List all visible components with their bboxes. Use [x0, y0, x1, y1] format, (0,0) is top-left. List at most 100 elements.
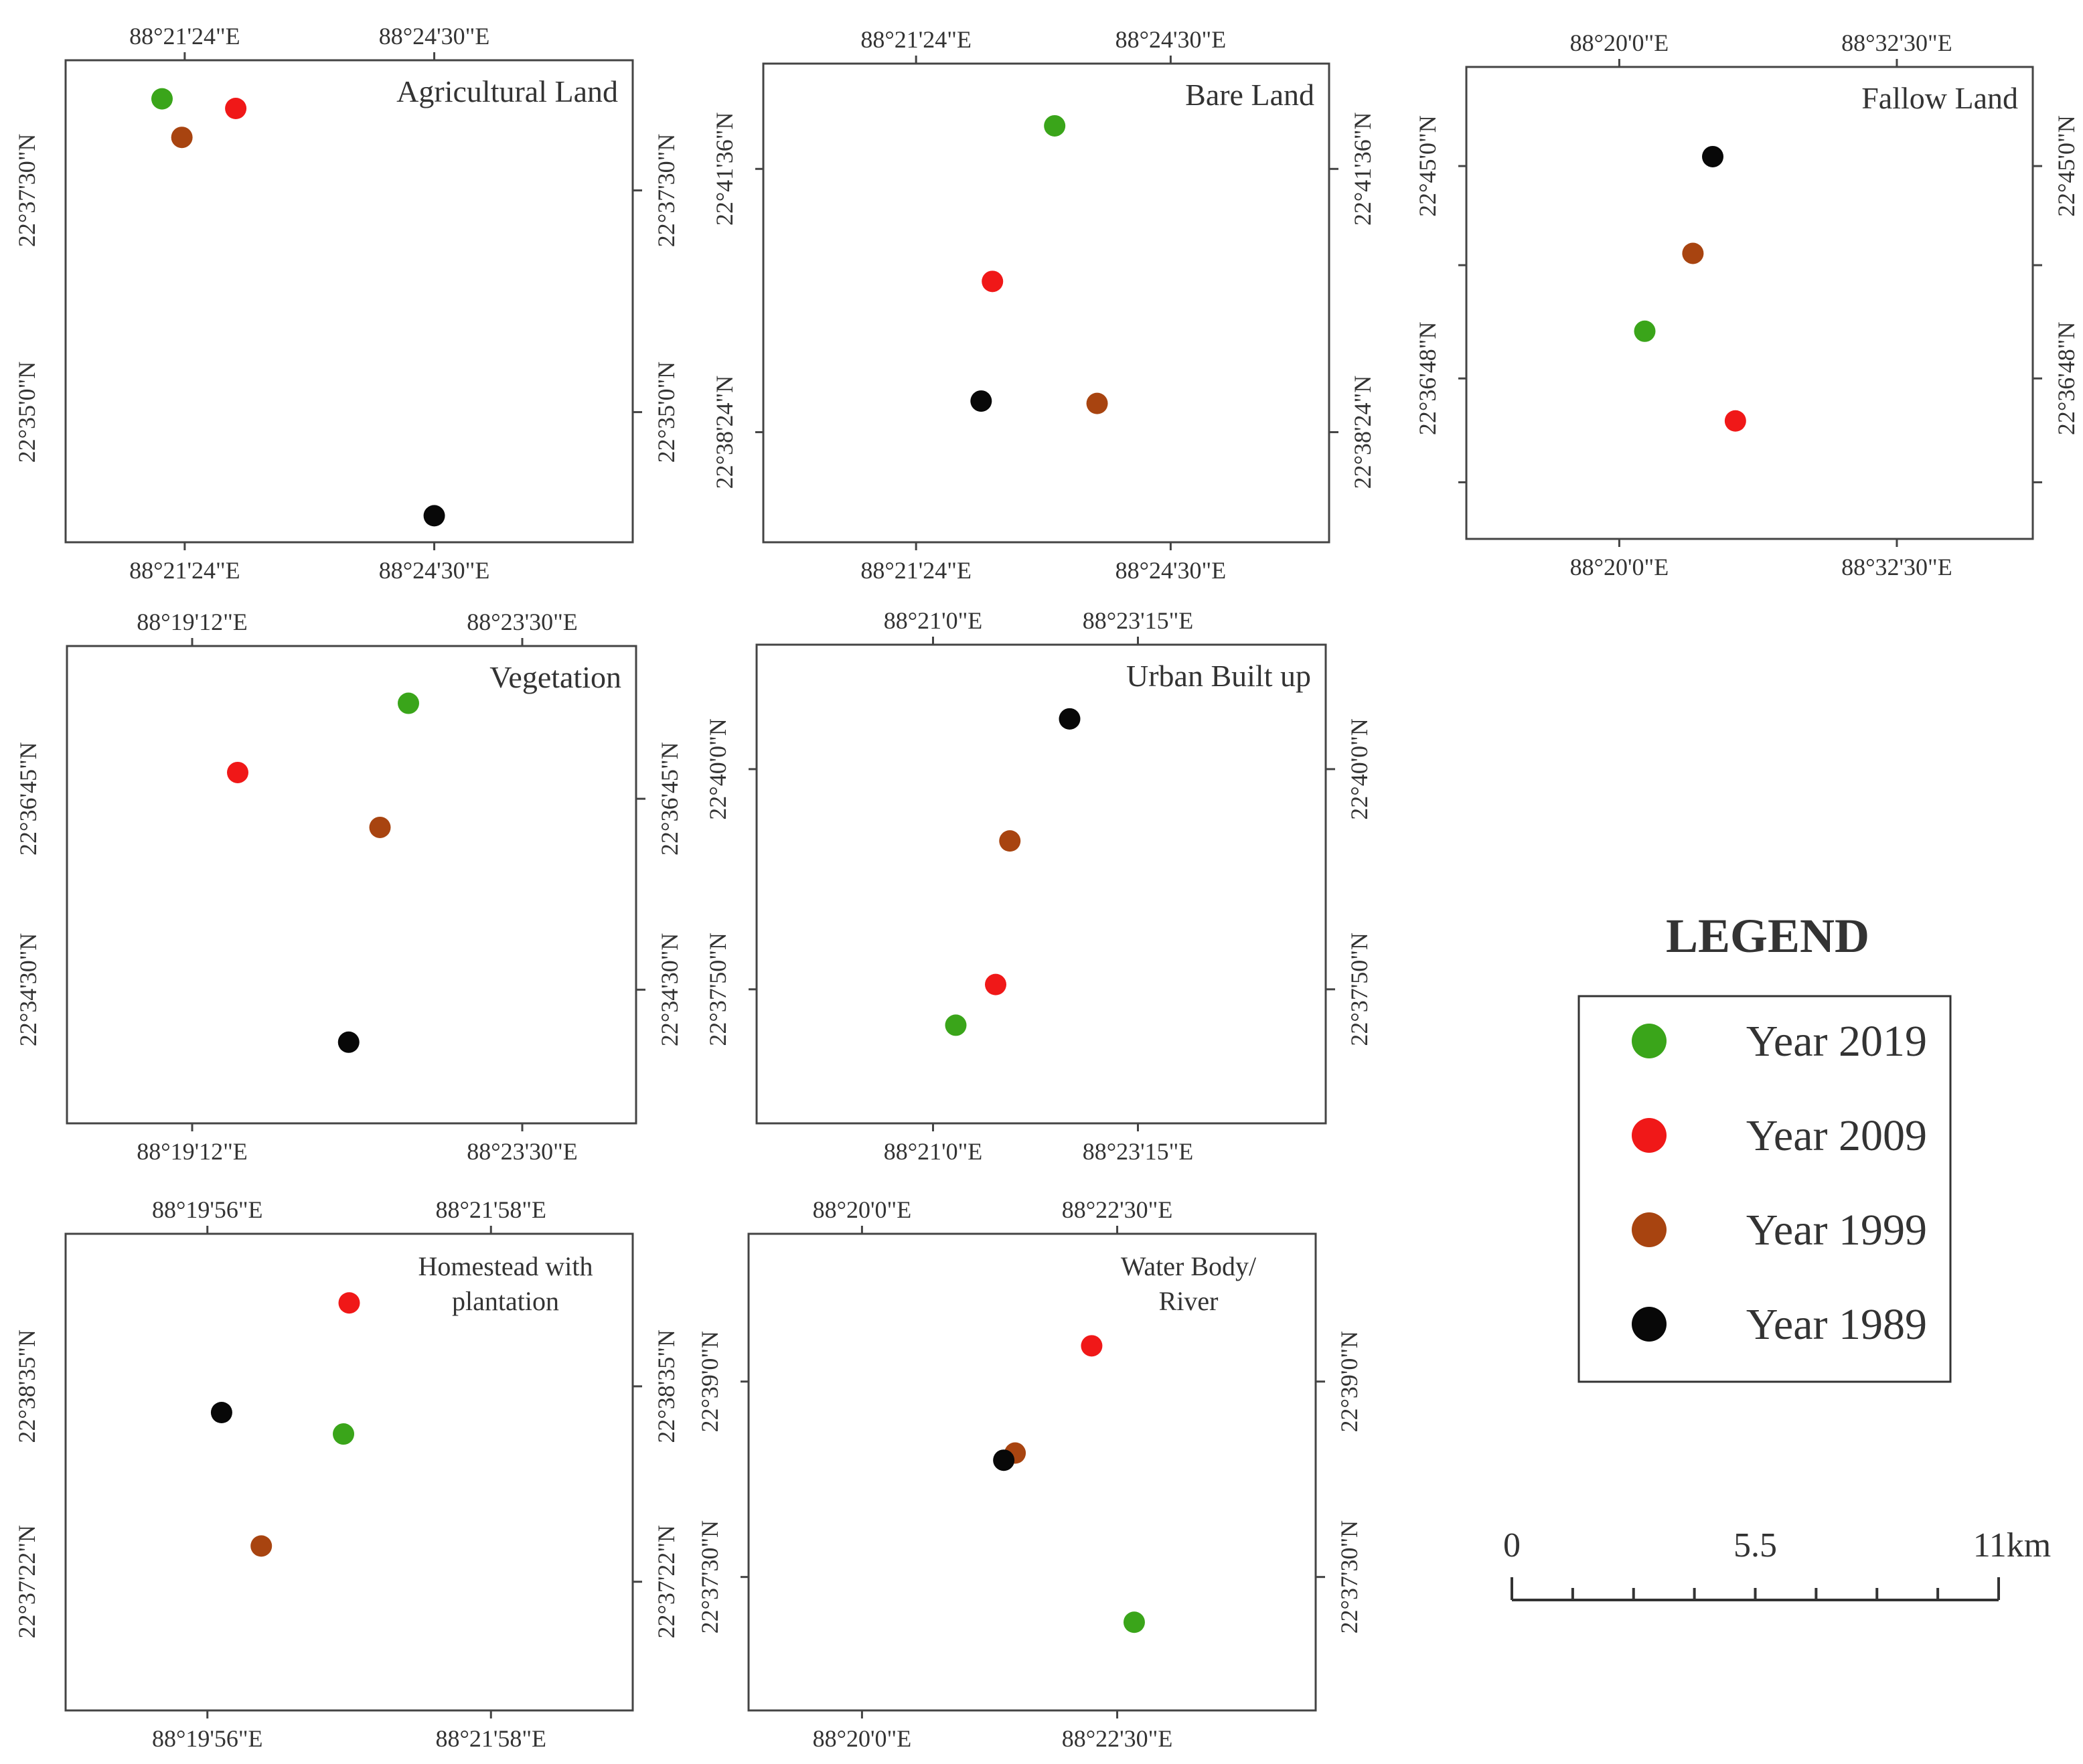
legend-label: Year 1989 [1746, 1300, 1927, 1349]
scale-bar-label: 5.5 [1733, 1526, 1777, 1565]
y-tick-label-right: 22°36'48"N [2053, 322, 2080, 436]
y-tick-label-right: 22°37'30"N [653, 134, 680, 248]
panel-frame [1465, 66, 2034, 540]
y-tick-label-right: 22°38'35"N [653, 1330, 680, 1443]
panel-title: Homestead with [418, 1251, 593, 1281]
x-tick-label-bottom: 88°19'56"E [152, 1725, 263, 1752]
x-tick-label-top: 88°21'58"E [435, 1196, 546, 1223]
y-tick-label-left: 22°36'45"N [15, 742, 42, 856]
legend-title: LEGEND [1666, 909, 1869, 963]
panel-title: River [1159, 1286, 1219, 1316]
legend-swatch [1632, 1024, 1667, 1058]
x-tick-label-bottom: 88°23'15"E [1083, 1138, 1194, 1165]
point-year-1989 [337, 1031, 360, 1053]
legend-items: Year 2019 Year 2009 Year 1999 Year 1989 [1632, 1017, 1927, 1349]
panel-fallow-land: Fallow Land 88°20'0"E 88°20'0"E 88°32'30"E 8… [1414, 29, 2080, 580]
panel-frame [755, 643, 1327, 1125]
point-year-2009 [338, 1292, 360, 1314]
y-tick-label-left: 22°38'24"N [711, 376, 738, 489]
panel-frame [747, 1232, 1317, 1712]
scale-bar-label: 11km [1973, 1526, 2052, 1565]
point-year-2009 [985, 973, 1006, 995]
x-tick-label-bottom: 88°23'30"E [467, 1138, 578, 1165]
y-tick-label-right: 22°37'50"N [1346, 933, 1373, 1046]
point-year-2009 [1081, 1335, 1103, 1357]
x-tick-label-bottom: 88°32'30"E [1841, 554, 1952, 580]
point-year-1999 [250, 1535, 273, 1557]
point-year-2019 [945, 1014, 967, 1036]
y-tick-label-right: 22°40'0"N [1346, 718, 1373, 820]
y-tick-label-left: 22°37'22"N [13, 1525, 40, 1639]
scale-bar-label: 0 [1503, 1526, 1521, 1565]
panel-vegetation: Vegetation 88°19'12"E 88°19'12"E 88°23'30"E… [15, 609, 683, 1165]
legend-label: Year 2009 [1746, 1111, 1927, 1160]
panel-urban-built-up: Urban Built up 88°21'0"E 88°21'0"E 88°23'15… [704, 607, 1373, 1165]
point-year-2019 [398, 692, 419, 714]
map-panels: Agricultural Land 88°21'24"E 88°21'24"E 88°… [13, 23, 2080, 1752]
point-year-2019 [1044, 114, 1066, 137]
x-tick-label-bottom: 88°22'30"E [1062, 1725, 1173, 1752]
point-year-1989 [970, 390, 992, 412]
y-tick-label-left: 22°37'30"N [696, 1520, 723, 1634]
point-year-1999 [369, 816, 391, 838]
point-year-1999 [171, 127, 193, 149]
point-year-1989 [1059, 708, 1081, 730]
y-tick-label-right: 22°36'45"N [656, 742, 683, 856]
point-year-2019 [333, 1423, 355, 1445]
x-tick-label-bottom: 88°24'30"E [1115, 557, 1227, 584]
point-year-1989 [423, 505, 445, 527]
x-tick-label-bottom: 88°20'0"E [813, 1725, 912, 1752]
legend-label: Year 1999 [1746, 1206, 1927, 1255]
x-tick-label-bottom: 88°19'12"E [137, 1138, 248, 1165]
y-tick-label-right: 22°38'24"N [1349, 376, 1376, 489]
panel-title: Water Body/ [1121, 1251, 1257, 1281]
x-tick-label-top: 88°22'30"E [1062, 1196, 1173, 1223]
legend-swatch [1632, 1307, 1667, 1342]
y-tick-label-left: 22°41'36"N [711, 112, 738, 226]
x-tick-label-top: 88°24'30"E [1115, 26, 1227, 53]
x-tick-label-top: 88°20'0"E [1570, 29, 1669, 56]
x-tick-label-top: 88°23'15"E [1083, 607, 1194, 634]
x-tick-label-top: 88°20'0"E [813, 1196, 912, 1223]
x-tick-label-bottom: 88°21'24"E [860, 557, 972, 584]
point-year-2009 [225, 98, 247, 119]
y-tick-label-left: 22°40'0"N [704, 718, 731, 820]
y-tick-label-left: 22°39'0"N [696, 1331, 723, 1433]
legend: LEGEND Year 2019 Year 2009 Year 1999 Year 1… [1577, 909, 1952, 1383]
y-tick-label-left: 22°34'30"N [15, 933, 42, 1047]
x-tick-label-bottom: 88°24'30"E [379, 557, 490, 584]
x-tick-label-bottom: 88°21'24"E [129, 557, 240, 584]
point-year-1999 [1086, 392, 1108, 414]
panel-agricultural-land: Agricultural Land 88°21'24"E 88°21'24"E 88°… [13, 23, 680, 584]
point-year-2009 [982, 270, 1004, 293]
y-tick-label-left: 22°35'0"N [13, 362, 40, 463]
panel-title: Agricultural Land [396, 74, 618, 108]
point-year-1999 [1682, 242, 1704, 264]
legend-item-year-2009: Year 2009 [1632, 1111, 1927, 1160]
y-tick-label-right: 22°37'30"N [1336, 1520, 1363, 1634]
panel-frame [762, 62, 1330, 544]
x-tick-label-bottom: 88°21'0"E [884, 1138, 983, 1165]
panel-water-body-river: Water Body/River 88°20'0"E 88°20'0"E 88°22'… [696, 1196, 1363, 1752]
y-tick-label-left: 22°37'50"N [704, 933, 731, 1046]
y-tick-label-right: 22°35'0"N [653, 362, 680, 463]
legend-item-year-2019: Year 2019 [1632, 1017, 1927, 1066]
panel-bare-land: Bare Land 88°21'24"E 88°21'24"E 88°24'30"E 8… [711, 26, 1376, 584]
point-year-2009 [227, 761, 248, 783]
y-tick-label-left: 22°37'30"N [13, 134, 40, 248]
panel-title: Bare Land [1185, 78, 1314, 112]
y-tick-label-right: 22°34'30"N [656, 933, 683, 1047]
x-tick-label-top: 88°24'30"E [379, 23, 490, 50]
legend-swatch [1632, 1212, 1667, 1247]
y-tick-label-right: 22°37'22"N [653, 1525, 680, 1639]
x-tick-label-top: 88°21'24"E [860, 26, 972, 53]
point-year-2009 [1724, 410, 1746, 432]
x-tick-label-top: 88°23'30"E [467, 609, 578, 635]
panel-title: Urban Built up [1126, 659, 1311, 693]
x-tick-label-top: 88°21'24"E [129, 23, 240, 50]
y-tick-label-right: 22°39'0"N [1336, 1331, 1363, 1433]
legend-swatch [1632, 1118, 1667, 1153]
y-tick-label-right: 22°45'0"N [2053, 115, 2080, 217]
panel-frame [64, 59, 634, 544]
x-tick-label-top: 88°19'56"E [152, 1196, 263, 1223]
